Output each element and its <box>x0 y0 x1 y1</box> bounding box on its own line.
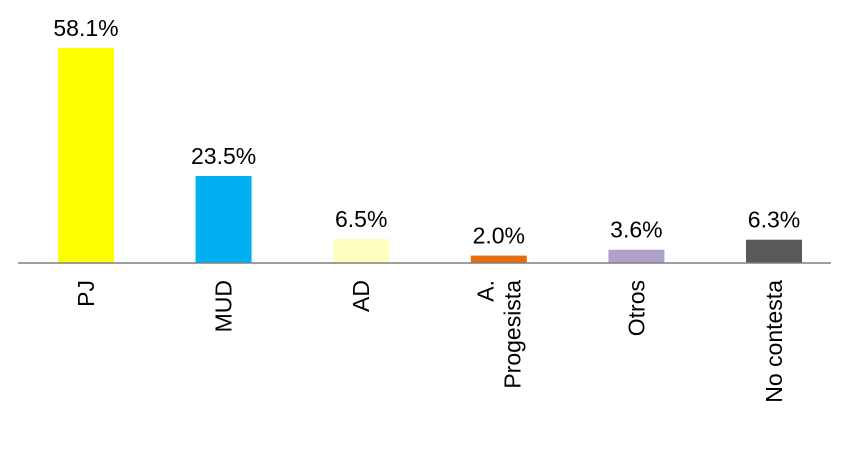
value-label-3: 2.0% <box>473 223 525 249</box>
value-label-2: 6.5% <box>335 206 387 232</box>
category-label-4-line-0: Otros <box>623 280 649 336</box>
bar-3 <box>470 255 527 263</box>
category-label-0: PJ <box>73 280 99 307</box>
category-label-2: AD <box>348 280 374 312</box>
value-label-4: 3.6% <box>610 217 662 243</box>
category-label-4: Otros <box>623 280 649 336</box>
category-label-3-line-1: Progesista <box>499 280 525 389</box>
bar-5 <box>746 239 802 263</box>
bar-2 <box>333 238 390 263</box>
value-label-5: 6.3% <box>748 207 800 233</box>
category-labels-group: PJ MUD AD A.Progesista Otros No contesta <box>73 280 787 403</box>
category-label-3-line-0: A. <box>472 280 498 302</box>
category-label-5: No contesta <box>761 280 787 403</box>
value-label-1: 23.5% <box>191 143 256 169</box>
value-labels-group: 58.1% 23.5% 6.5% 2.0% 3.6% 6.3% <box>53 15 800 249</box>
category-label-5-line-0: No contesta <box>761 280 787 403</box>
category-label-3: A.Progesista <box>472 280 525 389</box>
bar-0 <box>58 48 114 263</box>
category-label-1: MUD <box>211 280 237 332</box>
value-label-0: 58.1% <box>53 15 118 41</box>
bars-group <box>58 48 802 263</box>
category-label-2-line-0: AD <box>348 280 374 312</box>
bar-1 <box>195 176 252 263</box>
category-label-0-line-0: PJ <box>73 280 99 307</box>
category-label-1-line-0: MUD <box>211 280 237 332</box>
bar-4 <box>608 249 665 263</box>
